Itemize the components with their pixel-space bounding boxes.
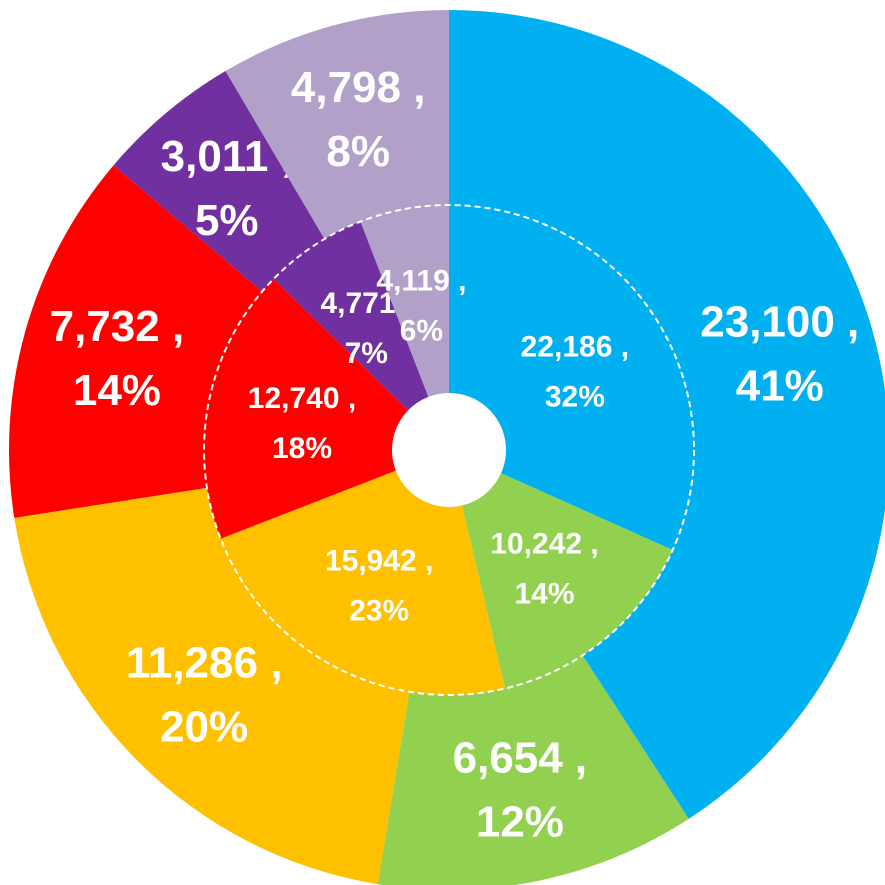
value-label: 15,942 , [325, 545, 433, 578]
percent-label: 32% [545, 380, 605, 413]
percent-label: 23% [349, 595, 409, 628]
value-label: 10,242 , [490, 528, 598, 561]
value-label: 4,798 , [291, 63, 426, 112]
wedge [220, 470, 506, 695]
value-label: 22,186 , [521, 330, 629, 363]
wedge [113, 70, 325, 292]
wedge [377, 655, 689, 885]
wedge [462, 473, 673, 689]
wedge [449, 10, 885, 819]
value-label: 23,100 , [700, 298, 859, 347]
percent-label: 14% [515, 578, 575, 611]
wedge [360, 205, 449, 397]
wedge [225, 10, 449, 239]
wedge [449, 205, 694, 551]
value-label: 7,732 , [50, 302, 185, 351]
percent-label: 14% [73, 366, 161, 415]
wedge [273, 221, 429, 411]
percent-label: 41% [736, 362, 824, 411]
value-label: 11,286 , [126, 639, 283, 688]
value-label: 12,740 , [248, 382, 356, 415]
percent-label: 8% [326, 127, 390, 176]
percent-label: 12% [476, 797, 564, 846]
percent-label: 5% [195, 196, 259, 245]
value-label: 4,119 , [376, 264, 466, 297]
value-label: 6,654 , [453, 733, 588, 782]
percent-label: 18% [272, 432, 332, 465]
ring-divider [203, 204, 695, 696]
percent-label: 20% [160, 703, 248, 752]
wedge [8, 165, 263, 518]
wedge [204, 278, 409, 539]
percent-label: 6% [400, 314, 443, 347]
wedge [14, 487, 410, 885]
percent-label: 7% [345, 337, 388, 370]
